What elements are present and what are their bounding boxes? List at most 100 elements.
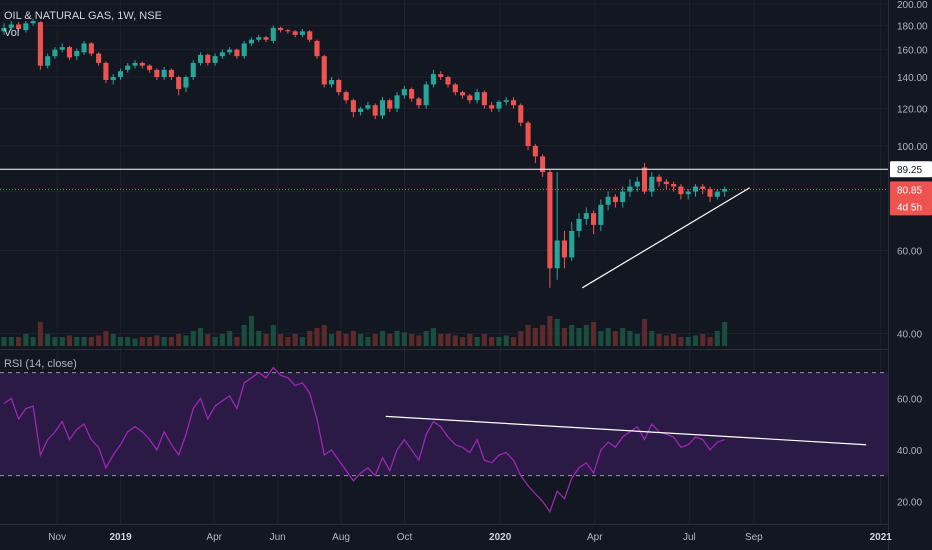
volume-bar — [627, 331, 633, 346]
candle-body — [460, 92, 466, 96]
volume-bar — [547, 316, 553, 346]
candle-body — [74, 50, 80, 57]
candle-body — [88, 43, 94, 54]
candle-body — [525, 122, 531, 146]
candle-body — [161, 69, 167, 78]
candle-body — [496, 101, 502, 109]
volume-bar — [452, 335, 458, 346]
volume-bar — [81, 337, 87, 346]
candle-body — [394, 95, 400, 109]
volume-bar — [241, 325, 247, 346]
volume-bar — [591, 322, 597, 346]
volume-bar — [358, 334, 364, 346]
candle-body — [154, 69, 160, 78]
candle-body — [510, 100, 517, 106]
candle-body — [358, 108, 364, 113]
last-price-tag — [890, 181, 932, 216]
volume-bar — [299, 337, 305, 346]
volume-bar — [307, 331, 313, 346]
candle-body — [256, 37, 262, 40]
candle-body — [321, 56, 327, 85]
candle-body — [30, 21, 36, 24]
candle-body — [285, 30, 291, 32]
rsi-axis: 20.00 40.00 60.00 — [897, 394, 922, 508]
candle-body — [59, 47, 65, 50]
volume-bar — [270, 325, 276, 346]
candle-body — [350, 100, 356, 113]
volume-bar — [248, 316, 255, 346]
volume-bar — [8, 337, 14, 346]
candle-body — [671, 184, 677, 187]
volume-bar — [605, 328, 611, 346]
time-tick-label: Aug — [332, 532, 350, 543]
candle-body — [132, 62, 138, 66]
volume-bar — [117, 337, 124, 346]
candle-body — [452, 84, 458, 93]
candle-body — [168, 69, 174, 78]
volume-bar — [569, 325, 575, 346]
candle-body — [598, 204, 604, 225]
volume-bar — [525, 325, 531, 346]
volume-bar — [278, 334, 284, 346]
candle-body — [627, 186, 633, 192]
volume-bar — [656, 334, 662, 346]
volume-bar — [234, 337, 240, 346]
volume-bar — [620, 328, 626, 346]
volume-bar — [387, 334, 393, 346]
price-tick-label: 200.00 — [897, 0, 928, 11]
time-tick-label: Apr — [206, 532, 222, 543]
time-tick-label: Jun — [270, 532, 286, 543]
candle-body — [52, 49, 58, 57]
candle-body — [547, 172, 553, 269]
volume-bar — [496, 337, 502, 346]
countdown-label: 4d 5h — [897, 202, 922, 213]
volume-bar — [147, 337, 153, 346]
line-level-tag — [890, 161, 932, 178]
candle-body — [445, 77, 451, 85]
candles — [1, 18, 728, 288]
volume-bar — [66, 335, 73, 346]
volume-bar — [678, 337, 684, 346]
volume-bar — [205, 334, 211, 346]
volume-bar — [110, 334, 116, 346]
price-tick-label: 60.00 — [897, 246, 922, 257]
rsi-tick-label: 60.00 — [897, 394, 922, 405]
candle-body — [714, 191, 720, 197]
candle-body — [467, 95, 473, 101]
candle-body — [139, 62, 145, 66]
price-labels: 89.25 80.85 4d 5h — [890, 161, 932, 216]
rsi-band — [0, 372, 888, 476]
rsi-trendline — [385, 415, 867, 446]
candle-body — [103, 62, 109, 80]
volume-bar — [125, 337, 131, 346]
price-tick-label: 140.00 — [897, 73, 928, 84]
candle-body — [518, 105, 524, 123]
volume-bar — [256, 331, 262, 346]
volume-bar — [132, 338, 138, 346]
volume-bar — [23, 334, 29, 346]
candle-body — [197, 54, 204, 63]
candle-body — [379, 100, 386, 116]
volume-bar — [438, 334, 444, 346]
volume-bar — [197, 328, 204, 346]
candle-body — [190, 62, 196, 78]
volume-bar — [489, 337, 495, 346]
volume-bar — [394, 331, 400, 346]
candle-body — [227, 49, 233, 53]
volume-bar — [103, 331, 109, 346]
candle-body — [219, 52, 225, 57]
candle-body — [401, 89, 407, 96]
time-tick-label: Jul — [683, 532, 696, 543]
candle-body — [641, 167, 648, 192]
candle-body — [8, 24, 14, 28]
candle-body — [263, 37, 269, 40]
volume-bar — [401, 332, 407, 346]
rsi-label: RSI (14, close) — [4, 358, 77, 370]
volume-bar — [343, 334, 349, 346]
candle-body — [685, 191, 691, 195]
candle-body — [23, 23, 29, 31]
candle-body — [147, 65, 153, 70]
rsi-band-lines — [0, 372, 888, 477]
volume-bar — [161, 337, 167, 346]
